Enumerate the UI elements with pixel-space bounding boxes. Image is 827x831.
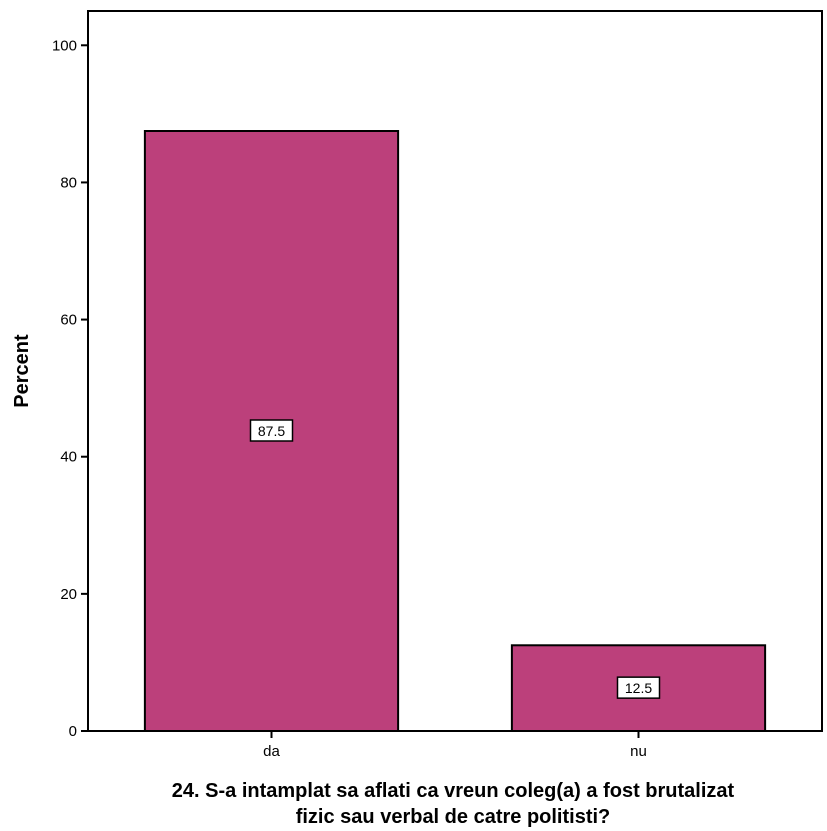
x-axis-categories: da nu: [263, 731, 647, 760]
y-tick-label: 40: [60, 449, 77, 466]
y-tick-label: 0: [69, 723, 77, 740]
x-axis-title-line-2: fizic sau verbal de catre politisti?: [296, 806, 611, 828]
data-label-nu: 12.5: [625, 680, 652, 696]
y-tick-label: 60: [60, 312, 77, 329]
y-axis-title: Percent: [11, 334, 33, 408]
x-category-label-da: da: [263, 743, 280, 760]
data-label-box: [616, 676, 661, 699]
y-tick-label: 100: [52, 37, 77, 54]
x-axis-title-line-1: 24. S-a intamplat sa aflati ca vreun col…: [172, 780, 735, 802]
y-axis-ticks: 0 20 40 60 80 100: [52, 37, 88, 740]
data-label-da: 87.5: [258, 423, 285, 439]
bars: 87.5 12.5: [143, 130, 767, 732]
plot-frame: [87, 10, 823, 732]
y-tick-label: 20: [60, 586, 77, 603]
y-tick-label: 80: [60, 174, 77, 191]
data-label-box: [249, 419, 294, 442]
x-category-label-nu: nu: [630, 743, 647, 760]
